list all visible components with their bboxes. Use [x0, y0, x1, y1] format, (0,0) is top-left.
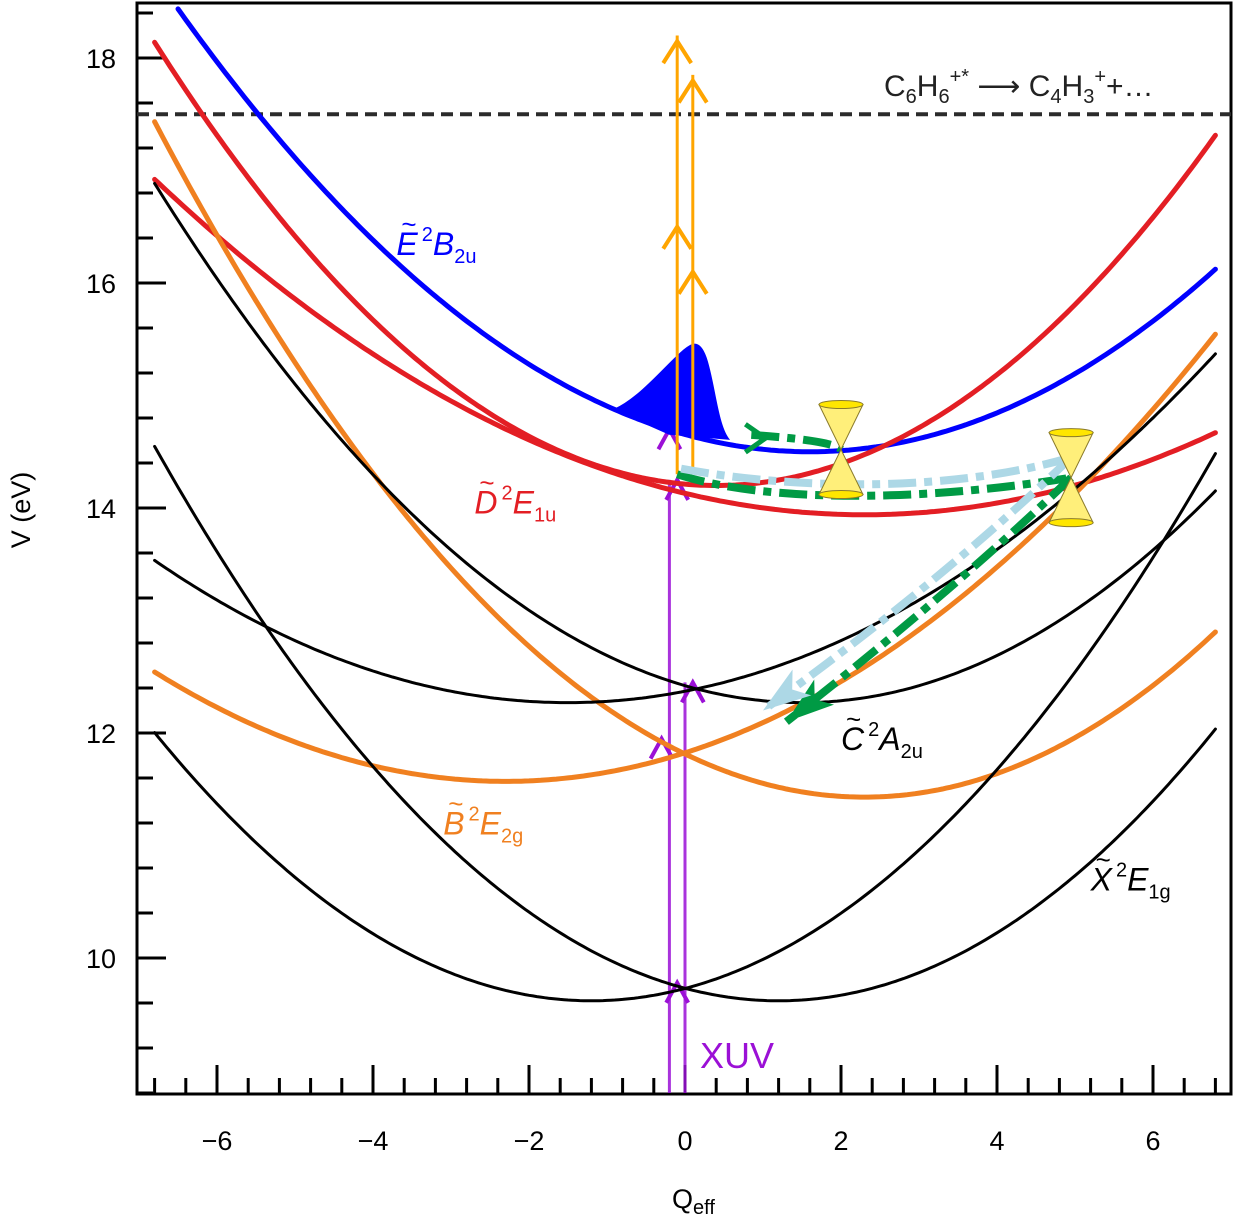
pathway-line	[783, 474, 1074, 725]
x-tick-label: 6	[1145, 1126, 1160, 1156]
x-axis-title-main: Q	[672, 1184, 693, 1214]
y-tick-label: 18	[86, 44, 116, 74]
y-tick-label: 12	[86, 719, 116, 749]
x-axis-ticks	[153, 1065, 1217, 1094]
y-axis-tick-labels: 10 12 14 16 18	[86, 44, 116, 974]
pathway-arrowhead	[743, 422, 770, 455]
threshold-reaction-label: C6H6+* ⟶ C4H3++…	[884, 66, 1154, 108]
ci-cone-lower-rim	[818, 490, 864, 499]
potential-curves	[152, 6, 1218, 1003]
y-tick-label: 14	[86, 494, 116, 524]
state-label-letter: E	[396, 226, 418, 262]
tilde-mark: ~	[448, 788, 463, 818]
x-tick-label: −4	[358, 1126, 389, 1156]
state-label-sym: A	[877, 721, 900, 757]
potential-curve	[152, 39, 1218, 488]
tilde-mark: ~	[846, 704, 861, 734]
threshold-label-part: C	[1029, 70, 1051, 103]
y-axis-ticks	[137, 11, 166, 1095]
state-label-b-tilde: B 2E2g	[443, 803, 523, 847]
conical-intersections	[818, 400, 1094, 528]
tilde-mark: ~	[401, 209, 416, 239]
threshold-label-part: +…	[1106, 70, 1154, 103]
xuv-arrowhead	[680, 678, 706, 704]
probe-arrowhead	[661, 37, 693, 65]
state-label-sup: 2	[469, 803, 480, 825]
threshold-label-part: +	[1094, 66, 1106, 88]
state-label-letter: X	[1090, 862, 1114, 898]
x-tick-label: −6	[202, 1126, 233, 1156]
pathway-line	[680, 453, 1073, 489]
x-tick-label: 4	[989, 1126, 1004, 1156]
ci-cone-lower-rim	[1048, 518, 1094, 528]
x-axis-title: Qeff	[672, 1184, 715, 1218]
threshold-label-part: 6	[906, 86, 917, 108]
threshold-label-part: 6	[938, 86, 949, 108]
probe-arrowhead	[677, 76, 709, 104]
state-label-c-tilde: C 2A2u	[841, 719, 923, 763]
state-label-letter: C	[841, 721, 865, 757]
state-labels: E 2B2u~D 2E1u~C 2A2u~B 2E2g~X 2E1g~	[396, 209, 1170, 904]
probe-arrowhead	[661, 223, 693, 250]
state-label-sup: 2	[422, 224, 433, 246]
potential-curve	[152, 331, 1218, 784]
y-axis-title: V (eV)	[6, 472, 36, 549]
state-label-sym: E	[480, 805, 502, 841]
wavepacket	[612, 343, 731, 440]
tilde-mark: ~	[1096, 845, 1111, 875]
pathway-arrowhead	[763, 669, 812, 711]
ci-cone-upper-rim	[818, 400, 864, 409]
tilde-mark: ~	[479, 468, 494, 498]
threshold-label-part: ⟶	[969, 70, 1029, 103]
x-axis-tick-labels: −6 −4 −2 0 2 4 6	[202, 1126, 1161, 1156]
state-label-sym: E	[513, 485, 535, 521]
threshold-label-part: H	[1062, 70, 1084, 103]
threshold-label-part: H	[917, 70, 939, 103]
x-tick-label: 2	[833, 1126, 848, 1156]
potential-curve	[175, 6, 1218, 455]
potential-curve	[153, 181, 1217, 705]
threshold-label-part: 3	[1083, 86, 1094, 108]
state-label-sub: 2u	[901, 741, 923, 763]
ci-cone-upper-rim	[1048, 428, 1094, 438]
state-label-sub: 1g	[1148, 882, 1170, 904]
threshold-label-part: +*	[950, 66, 970, 88]
xuv-arrowhead	[664, 978, 690, 1004]
state-label-e-tilde: E 2B2u	[396, 224, 476, 268]
x-tick-label: 0	[677, 1126, 692, 1156]
state-label-letter: D	[474, 485, 497, 521]
x-axis-title-sub: eff	[693, 1197, 715, 1218]
state-label-x-tilde: X 2E1g	[1090, 860, 1171, 904]
state-label-sup: 2	[1116, 860, 1127, 882]
potential-curve	[152, 176, 1218, 518]
x-tick-label: −2	[514, 1126, 545, 1156]
state-label-letter: B	[443, 805, 464, 841]
state-label-sub: 2u	[454, 246, 476, 268]
probe-arrows	[661, 35, 709, 475]
pathway-line	[751, 430, 845, 453]
threshold-label-part: C	[884, 70, 906, 103]
wavepacket-shape	[612, 343, 731, 440]
state-label-sub: 1u	[534, 505, 556, 527]
y-tick-label: 10	[86, 944, 116, 974]
xuv-label: XUV	[700, 1035, 774, 1076]
state-label-sup: 2	[868, 719, 879, 741]
state-label-sup: 2	[502, 483, 513, 505]
potential-curve	[153, 352, 1217, 705]
xuv-arrowhead	[648, 734, 675, 760]
state-label-sym: B	[433, 226, 454, 262]
potential-curve	[153, 452, 1217, 1003]
pathway-arrowhead	[786, 679, 835, 722]
pathway-line	[760, 454, 1074, 714]
state-label-sym: E	[1127, 862, 1149, 898]
y-tick-label: 16	[86, 269, 116, 299]
state-label-sub: 2g	[501, 825, 523, 847]
probe-arrowhead	[677, 268, 709, 295]
relaxation-pathways	[675, 422, 1074, 725]
state-label-d-tilde: D 2E1u	[474, 483, 556, 527]
threshold-label-part: 4	[1050, 86, 1061, 108]
